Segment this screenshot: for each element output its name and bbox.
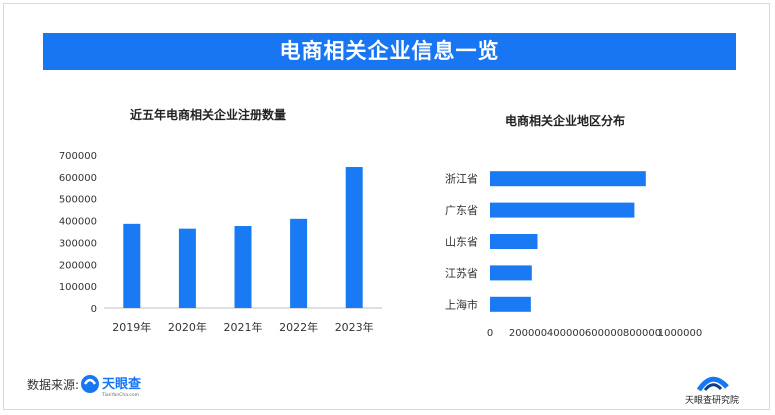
y-tick-label: 100000 — [59, 282, 97, 293]
x-tick-label: 0 — [487, 328, 493, 339]
page-frame — [3, 3, 770, 410]
x-tick-label: 1000000 — [658, 328, 703, 339]
x-tick-label: 2023年 — [335, 320, 374, 334]
x-tick-label: 800000 — [623, 328, 661, 339]
tianyancha-research-logo: 天眼查研究院 — [685, 367, 745, 407]
y-tick-label: 500000 — [59, 195, 97, 206]
bar-1 — [178, 228, 196, 308]
bar-0 — [123, 223, 141, 308]
banner-title: 电商相关企业信息一览 — [43, 33, 736, 70]
y-category-label: 江苏省 — [445, 267, 478, 280]
y-tick-label: 0 — [91, 304, 97, 315]
x-tick-label: 2022年 — [279, 320, 318, 334]
hbar-2 — [490, 234, 538, 249]
right-logo-text: 天眼查研究院 — [685, 394, 739, 406]
y-category-label: 上海市 — [445, 297, 478, 311]
x-tick-label: 600000 — [585, 328, 623, 339]
hbar-4 — [490, 296, 531, 312]
bar-2 — [234, 226, 252, 308]
y-category-label: 浙江省 — [445, 173, 478, 186]
y-category-label: 山东省 — [445, 236, 478, 249]
source-label: 数据来源: — [27, 378, 80, 392]
hbar-chart-title: 电商相关企业地区分布 — [505, 114, 626, 128]
hbar-0 — [490, 171, 646, 187]
left-logo-text: 天眼查 — [102, 376, 142, 392]
hbar-3 — [490, 265, 532, 281]
x-tick-label: 200000 — [509, 328, 547, 339]
y-tick-label: 600000 — [59, 173, 97, 184]
bar-chart-title: 近五年电商相关企业注册数量 — [130, 108, 287, 122]
bar-3 — [290, 218, 308, 308]
y-tick-label: 200000 — [59, 260, 97, 271]
x-tick-label: 2019年 — [112, 320, 151, 334]
x-tick-label: 2021年 — [224, 320, 263, 334]
hbar-1 — [490, 202, 635, 218]
x-tick-label: 400000 — [547, 328, 585, 339]
y-tick-label: 300000 — [59, 238, 97, 249]
y-tick-label: 700000 — [59, 151, 97, 162]
y-category-label: 广东省 — [445, 204, 478, 217]
bar-4 — [345, 167, 363, 308]
y-tick-label: 400000 — [59, 217, 97, 228]
x-tick-label: 2020年 — [168, 320, 207, 334]
tianyancha-logo: 天眼查 TianYanCha.com — [80, 372, 160, 403]
left-logo-sub: TianYanCha.com — [101, 392, 139, 398]
